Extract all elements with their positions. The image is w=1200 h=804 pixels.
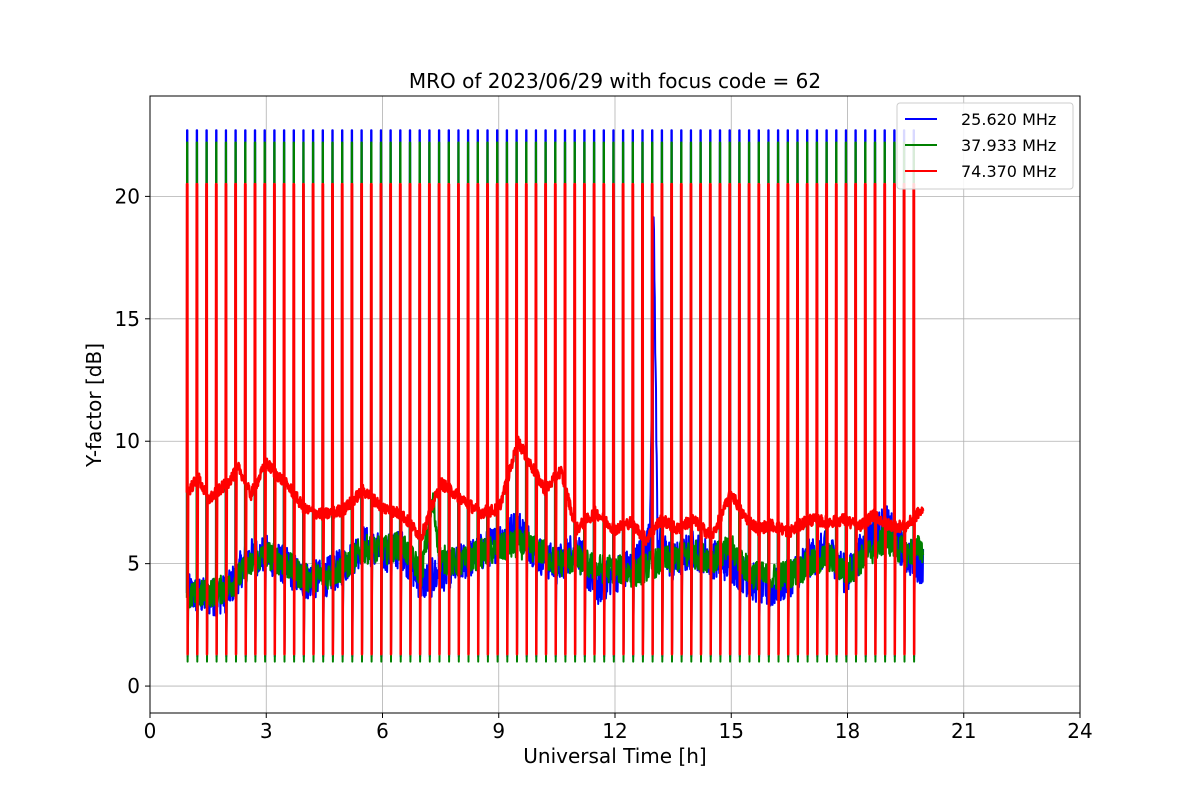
y-axis-label: Y-factor [dB] bbox=[82, 343, 106, 468]
x-tick-label: 9 bbox=[492, 719, 505, 743]
x-tick-label: 3 bbox=[260, 719, 273, 743]
legend-label: 25.620 MHz bbox=[961, 110, 1056, 129]
y-tick-label: 0 bbox=[127, 674, 140, 698]
y-tick-label: 10 bbox=[115, 429, 140, 453]
x-tick-label: 6 bbox=[376, 719, 389, 743]
y-tick-label: 15 bbox=[115, 307, 140, 331]
x-tick-label: 15 bbox=[719, 719, 744, 743]
y-tick-label: 20 bbox=[115, 184, 140, 208]
x-tick-label: 18 bbox=[835, 719, 860, 743]
series-line-3 bbox=[185, 182, 925, 656]
x-tick-label: 24 bbox=[1067, 719, 1092, 743]
x-tick-label: 12 bbox=[602, 719, 627, 743]
x-tick-label: 0 bbox=[144, 719, 157, 743]
plot-area bbox=[185, 129, 925, 663]
legend: 25.620 MHz 37.933 MHz 74.370 MHz bbox=[896, 102, 1074, 190]
y-tick-label: 5 bbox=[127, 552, 140, 576]
legend-label: 74.370 MHz bbox=[961, 162, 1056, 181]
legend-box bbox=[896, 102, 1074, 190]
x-tick-label: 21 bbox=[951, 719, 976, 743]
x-axis-ticks: 0 3 6 9 12 15 18 21 24 bbox=[144, 713, 1093, 743]
x-axis-label: Universal Time [h] bbox=[523, 744, 706, 768]
chart-title: MRO of 2023/06/29 with focus code = 62 bbox=[409, 69, 821, 93]
legend-label: 37.933 MHz bbox=[961, 136, 1056, 155]
y-axis-ticks: 0 5 10 15 20 bbox=[115, 184, 150, 698]
